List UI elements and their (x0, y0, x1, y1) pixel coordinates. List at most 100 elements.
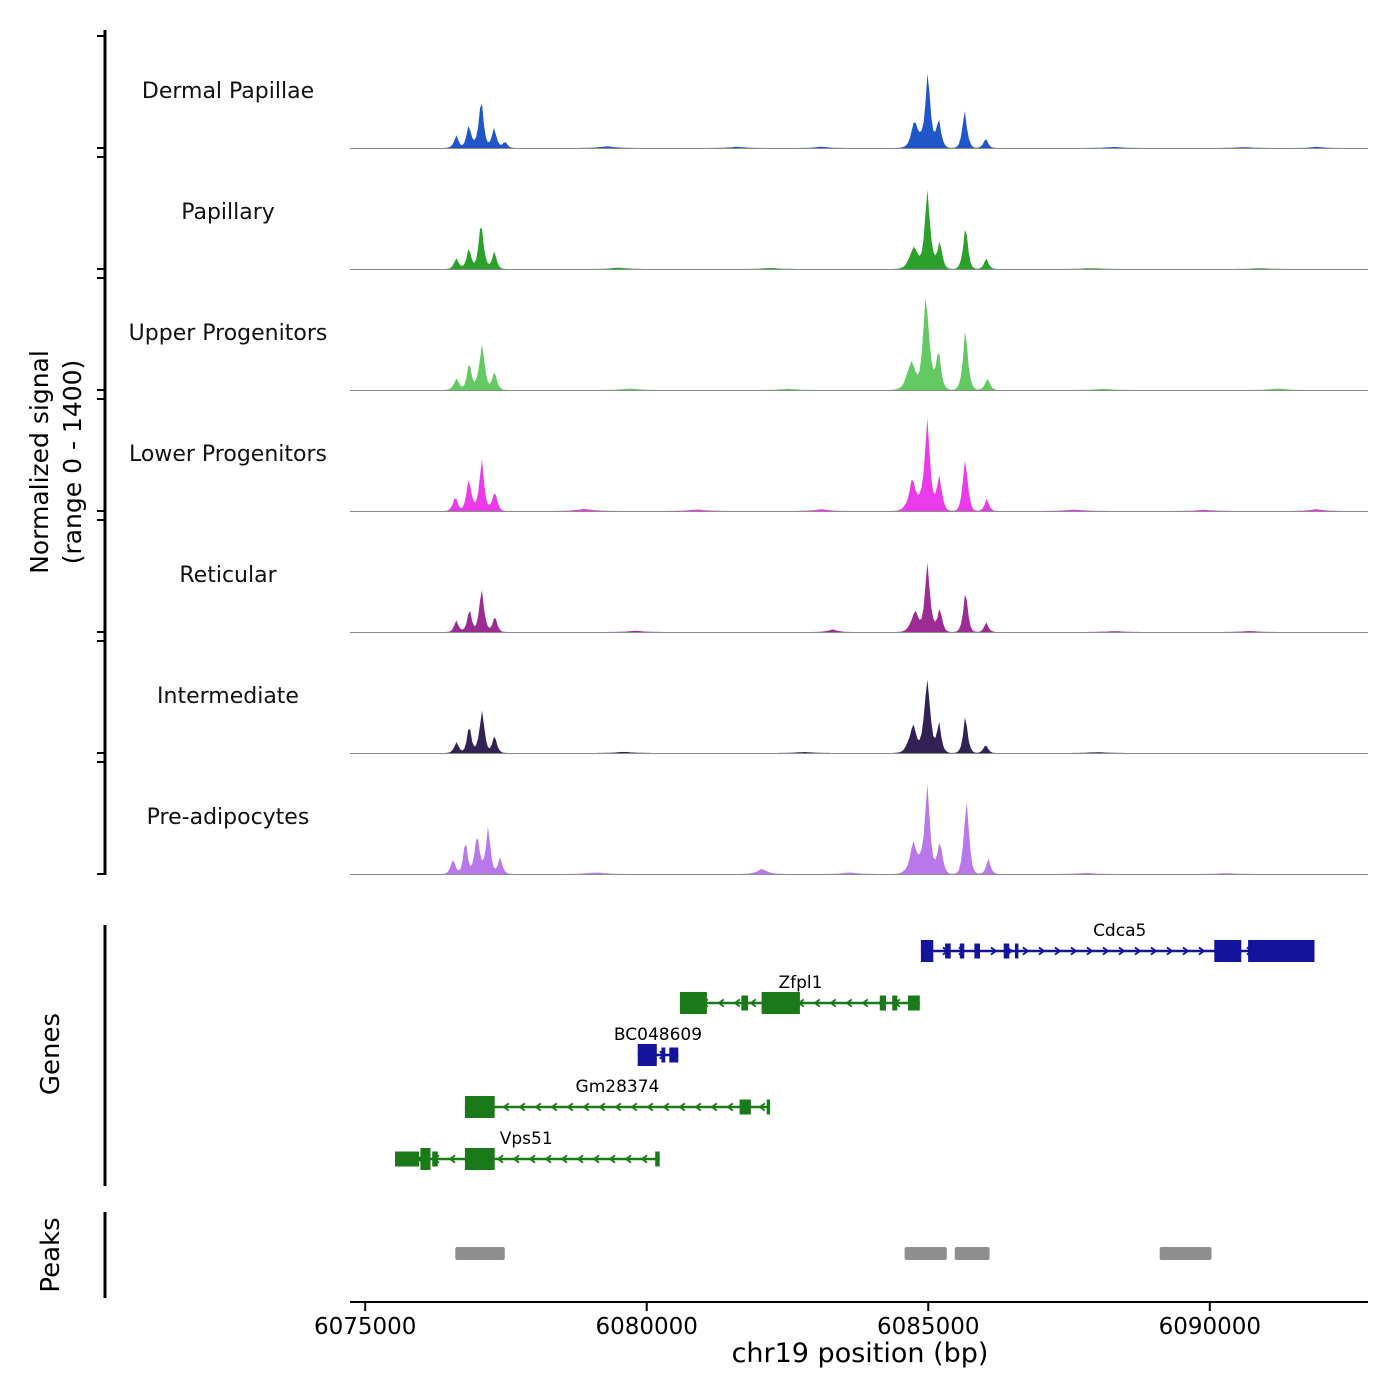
strand-arrow-icon (534, 1102, 542, 1112)
exon-box (464, 1096, 495, 1118)
exon-box (892, 995, 898, 1011)
gene-vps51: Vps51 (395, 1129, 660, 1170)
strand-arrow-icon (662, 1102, 670, 1112)
exon-box (761, 992, 800, 1014)
strand-arrow-icon (717, 998, 725, 1008)
strand-arrow-icon (550, 1102, 558, 1112)
peak-region (904, 1247, 947, 1260)
track-upper-progenitors: Upper Progenitors (129, 298, 1368, 391)
exon-box (637, 1044, 657, 1066)
exon-box (679, 992, 707, 1014)
gene-cdca5: Cdca5 (920, 921, 1315, 962)
strand-arrow-icon (1086, 946, 1094, 956)
exon-box (959, 943, 965, 959)
y-axis-label-line2: (range 0 - 1400) (57, 359, 87, 565)
strand-arrow-icon (829, 998, 837, 1008)
x-tick-label: 6080000 (596, 1314, 698, 1340)
strand-arrow-icon (1070, 946, 1078, 956)
signal-area (350, 298, 1368, 390)
track-label: Reticular (179, 563, 277, 588)
strand-arrow-icon (566, 1102, 574, 1112)
track-label: Dermal Papillae (142, 79, 314, 104)
exon-box (420, 1148, 431, 1170)
x-tick-label: 6075000 (314, 1314, 416, 1340)
signal-area (350, 189, 1368, 269)
strand-arrow-icon (749, 998, 757, 1008)
signal-area (350, 679, 1368, 753)
strand-arrow-icon (592, 1154, 600, 1164)
exon-box (432, 1151, 438, 1167)
exon-box (1015, 943, 1019, 959)
strand-arrow-icon (1150, 946, 1158, 956)
strand-arrow-icon (528, 1154, 536, 1164)
strand-arrow-icon (624, 1154, 632, 1164)
gene-zfpl1: Zfpl1 (679, 973, 920, 1014)
signal-area (350, 73, 1368, 148)
strand-arrow-icon (544, 1154, 552, 1164)
genes-section-label: Genes (36, 1012, 66, 1096)
strand-arrow-icon (1134, 946, 1142, 956)
track-label: Papillary (181, 200, 275, 225)
strand-arrow-icon (496, 1154, 504, 1164)
exon-box (655, 1151, 660, 1167)
strand-arrow-icon (1102, 946, 1110, 956)
signal-area (350, 784, 1368, 874)
y-axis-label-line1: Normalized signal (25, 350, 54, 574)
track-reticular: Reticular (179, 562, 1368, 633)
strand-arrow-icon (630, 1102, 638, 1112)
track-lower-progenitors: Lower Progenitors (129, 418, 1368, 512)
exon-box (920, 940, 934, 962)
exon-box (661, 1047, 666, 1063)
gene-label: Vps51 (500, 1129, 553, 1149)
track-intermediate: Intermediate (157, 679, 1368, 754)
exon-box (1214, 940, 1242, 962)
strand-arrow-icon (990, 946, 998, 956)
strand-arrow-icon (502, 1102, 510, 1112)
strand-arrow-icon (1022, 946, 1030, 956)
peaks-section-label: Peaks (36, 1217, 66, 1293)
track-papillary: Papillary (181, 189, 1368, 270)
exon-box (395, 1151, 420, 1167)
strand-arrow-icon (608, 1154, 616, 1164)
exon-box (908, 995, 920, 1011)
exon-box (879, 995, 886, 1011)
strand-arrow-icon (845, 998, 853, 1008)
strand-arrow-icon (512, 1154, 520, 1164)
strand-arrow-icon (861, 998, 869, 1008)
y-axis-label: Normalized signal (range 0 - 1400) (24, 212, 90, 712)
track-label: Lower Progenitors (129, 442, 327, 467)
track-label: Pre-adipocytes (147, 805, 310, 830)
strand-arrow-icon (694, 1102, 702, 1112)
peak-region (1159, 1247, 1212, 1260)
gene-gm28374: Gm28374 (464, 1077, 771, 1118)
exon-box (1248, 940, 1315, 962)
strand-arrow-icon (614, 1102, 622, 1112)
strand-arrow-icon (1182, 946, 1190, 956)
exon-box (741, 995, 749, 1011)
exon-box (669, 1047, 679, 1063)
strand-arrow-icon (1054, 946, 1062, 956)
strand-arrow-icon (646, 1102, 654, 1112)
strand-arrow-icon (640, 1154, 648, 1164)
strand-arrow-icon (726, 1102, 734, 1112)
exon-box (766, 1099, 771, 1115)
signal-area (350, 418, 1368, 511)
exon-box (739, 1099, 751, 1115)
peak-region (954, 1247, 990, 1260)
track-label: Upper Progenitors (129, 321, 328, 346)
signal-area (350, 562, 1368, 632)
strand-arrow-icon (518, 1102, 526, 1112)
strand-arrow-icon (758, 1102, 766, 1112)
strand-arrow-icon (1038, 946, 1046, 956)
exon-box (974, 943, 980, 959)
x-tick-label: 6090000 (1159, 1314, 1261, 1340)
strand-arrow-icon (1166, 946, 1174, 956)
x-axis-title: chr19 position (bp) (731, 1338, 989, 1369)
strand-arrow-icon (678, 1102, 686, 1112)
strand-arrow-icon (1118, 946, 1126, 956)
strand-arrow-icon (813, 998, 821, 1008)
gene-bc048609: BC048609 (614, 1025, 702, 1066)
track-label: Intermediate (157, 684, 299, 709)
